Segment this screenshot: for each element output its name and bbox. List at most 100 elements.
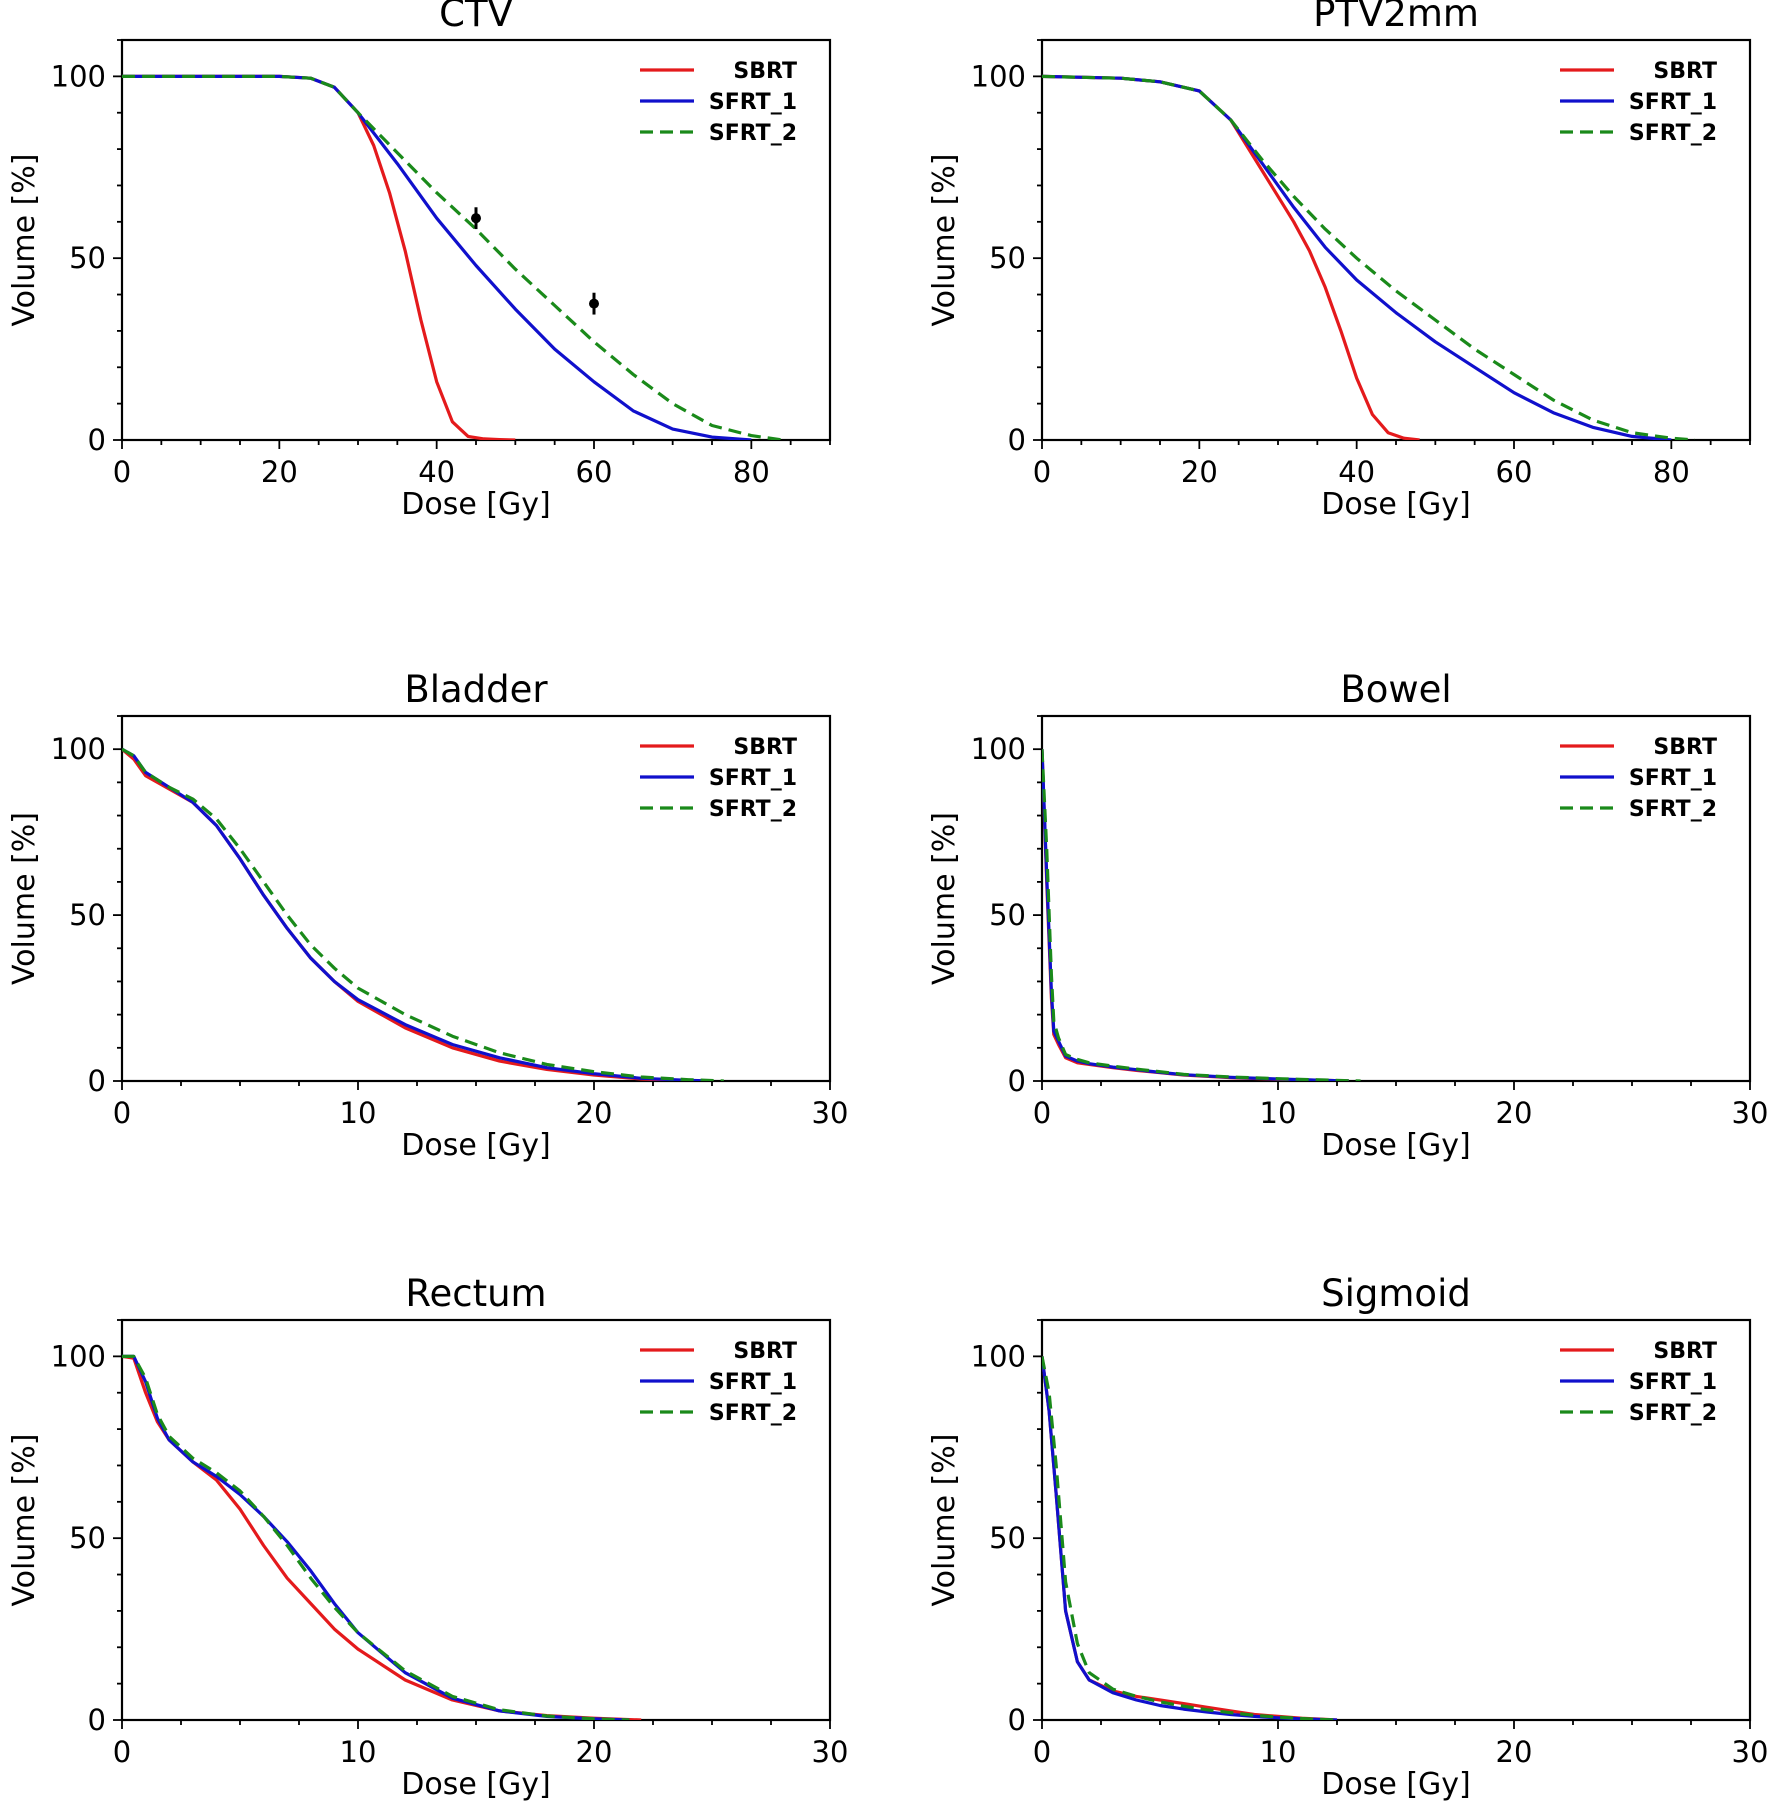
- chart6-sigmoid-x-tick-label: 0: [1033, 1735, 1051, 1769]
- chart4-bowel-legend: SBRT SFRT_1 SFRT_2: [1560, 735, 1717, 822]
- chart4-bowel-x-tick-label: 10: [1260, 1096, 1297, 1130]
- chart1-ctv-x-tick-label: 40: [418, 455, 455, 489]
- chart6-sigmoid-x-axis-label: Dose [Gy]: [1321, 1767, 1471, 1802]
- chart6-sigmoid-series-sbrt: [1042, 1356, 1338, 1720]
- chart2-ptv2mm-x-tick-label: 0: [1033, 455, 1051, 489]
- chart5-rectum-x-tick-label: 0: [113, 1735, 131, 1769]
- chart6-sigmoid: Sigmoid 0 10 20 30 0 50 100 Dose [Gy] Volume [%] S…: [927, 1272, 1768, 1802]
- chart4-bowel-x-tick-label: 20: [1496, 1096, 1533, 1130]
- chart1-ctv-legend-label-sfrt-1: SFRT_1: [709, 90, 797, 115]
- chart2-ptv2mm-x-axis-label: Dose [Gy]: [1321, 487, 1471, 522]
- chart2-ptv2mm-series-sfrt-2: [1042, 74, 1696, 440]
- chart3-bladder-series-sbrt: [122, 747, 689, 1081]
- chart2-ptv2mm-x-tick-label: 40: [1338, 455, 1375, 489]
- chart5-rectum-x-tick-label: 10: [340, 1735, 377, 1769]
- chart6-sigmoid-legend: SBRT SFRT_1 SFRT_2: [1560, 1339, 1717, 1426]
- chart3-bladder-title: Bladder: [404, 668, 548, 711]
- chart1-ctv-legend-label-sbrt: SBRT: [733, 59, 797, 84]
- chart4-bowel-legend-label-sfrt-2: SFRT_2: [1629, 797, 1717, 822]
- chart1-ctv-data-point-marker: [589, 298, 599, 309]
- chart3-bladder-x-tick-label: 0: [113, 1096, 131, 1130]
- chart1-ctv-x-tick-label: 80: [733, 455, 770, 489]
- chart1-ctv-y-tick-label: 50: [69, 241, 106, 275]
- chart3-bladder-legend-label-sfrt-2: SFRT_2: [709, 797, 797, 822]
- chart4-bowel-y-tick-label: 0: [1008, 1064, 1026, 1098]
- chart1-ctv-y-tick-label: 0: [88, 423, 106, 457]
- chart3-bladder-x-tick-label: 10: [340, 1096, 377, 1130]
- chart5-rectum-x-tick-label: 30: [812, 1735, 849, 1769]
- chart1-ctv: CTV 0 20 40 60 80 0 50 100 Dose [Gy] Volume [%] SBR…: [7, 0, 832, 522]
- chart5-rectum-y-tick-label: 0: [88, 1703, 106, 1737]
- chart1-ctv-x-axis-label: Dose [Gy]: [401, 487, 551, 522]
- chart6-sigmoid-series-sfrt-1: [1042, 1356, 1338, 1720]
- chart1-ctv-x-tick-label: 20: [261, 455, 298, 489]
- chart1-ctv-legend: SBRT SFRT_1 SFRT_2: [640, 59, 797, 146]
- chart4-bowel-legend-label-sbrt: SBRT: [1653, 735, 1717, 760]
- chart2-ptv2mm-x-tick-label: 20: [1181, 455, 1218, 489]
- chart2-ptv2mm: PTV2mm 0 20 40 60 80 0 50 100 Dose [Gy] Volume [%]…: [927, 0, 1752, 522]
- chart2-ptv2mm-legend-label-sfrt-1: SFRT_1: [1629, 90, 1717, 115]
- chart6-sigmoid-x-tick-label: 30: [1732, 1735, 1769, 1769]
- chart5-rectum-legend: SBRT SFRT_1 SFRT_2: [640, 1339, 797, 1426]
- chart5-rectum-series-sbrt: [122, 1354, 642, 1720]
- chart3-bladder-x-axis-label: Dose [Gy]: [401, 1128, 551, 1163]
- chart2-ptv2mm-y-tick-label: 50: [989, 241, 1026, 275]
- chart6-sigmoid-y-tick-label: 50: [989, 1521, 1026, 1555]
- chart6-sigmoid-y-tick-label: 100: [971, 1339, 1026, 1373]
- chart5-rectum-x-tick-label: 20: [576, 1735, 613, 1769]
- chart2-ptv2mm-title: PTV2mm: [1313, 0, 1479, 35]
- chart4-bowel-x-tick-label: 30: [1732, 1096, 1769, 1130]
- chart6-sigmoid-legend-label-sbrt: SBRT: [1653, 1339, 1717, 1364]
- chart4-bowel-x-tick-label: 0: [1033, 1096, 1051, 1130]
- chart5-rectum-legend-label-sfrt-2: SFRT_2: [709, 1401, 797, 1426]
- chart4-bowel: Bowel 0 10 20 30 0 50 100 Dose [Gy] Volume [%] SBR…: [927, 668, 1768, 1163]
- chart2-ptv2mm-legend-label-sbrt: SBRT: [1653, 59, 1717, 84]
- chart5-rectum-series-sfrt-1: [122, 1354, 630, 1720]
- chart4-bowel-x-axis-label: Dose [Gy]: [1321, 1128, 1471, 1163]
- chart4-bowel-series-sfrt-1: [1042, 749, 1349, 1081]
- chart5-rectum-series-sfrt-2: [122, 1354, 630, 1720]
- chart1-ctv-series-sbrt: [122, 74, 516, 440]
- chart3-bladder-y-axis-label: Volume [%]: [7, 812, 42, 985]
- chart5-rectum-title: Rectum: [405, 1272, 546, 1315]
- chart2-ptv2mm-y-tick-label: 100: [971, 59, 1026, 93]
- chart5-rectum: Rectum 0 10 20 30 0 50 100 Dose [Gy] Volume [%] SB…: [7, 1272, 848, 1802]
- chart3-bladder-legend-label-sfrt-1: SFRT_1: [709, 766, 797, 791]
- chart5-rectum-y-tick-label: 50: [69, 1521, 106, 1555]
- chart3-bladder-series-sfrt-1: [122, 747, 713, 1081]
- chart4-bowel-legend-label-sfrt-1: SFRT_1: [1629, 766, 1717, 791]
- chart4-bowel-y-axis-label: Volume [%]: [927, 812, 962, 985]
- chart6-sigmoid-y-tick-label: 0: [1008, 1703, 1026, 1737]
- chart2-ptv2mm-y-axis-label: Volume [%]: [927, 153, 962, 326]
- chart6-sigmoid-legend-label-sfrt-1: SFRT_1: [1629, 1370, 1717, 1395]
- chart2-ptv2mm-x-tick-label: 60: [1496, 455, 1533, 489]
- chart3-bladder-y-tick-label: 100: [51, 732, 106, 766]
- chart4-bowel-title: Bowel: [1340, 668, 1451, 711]
- chart4-bowel-series-sfrt-2: [1042, 749, 1361, 1081]
- chart5-rectum-y-tick-label: 100: [51, 1339, 106, 1373]
- chart1-ctv-title: CTV: [439, 0, 513, 35]
- chart5-rectum-legend-label-sfrt-1: SFRT_1: [709, 1370, 797, 1395]
- chart4-bowel-y-tick-label: 50: [989, 898, 1026, 932]
- chart5-rectum-y-axis-label: Volume [%]: [7, 1433, 42, 1606]
- chart1-ctv-x-tick-label: 0: [113, 455, 131, 489]
- chart6-sigmoid-x-tick-label: 20: [1496, 1735, 1533, 1769]
- chart2-ptv2mm-series-sbrt: [1042, 74, 1420, 440]
- chart3-bladder-x-tick-label: 20: [576, 1096, 613, 1130]
- chart1-ctv-series-sfrt-2: [122, 74, 784, 440]
- chart6-sigmoid-series-sfrt-2: [1042, 1356, 1338, 1720]
- chart1-ctv-y-axis-label: Volume [%]: [7, 153, 42, 326]
- chart1-ctv-series-sfrt-1: [122, 74, 752, 440]
- chart2-ptv2mm-legend-label-sfrt-2: SFRT_2: [1629, 121, 1717, 146]
- chart3-bladder-series-sfrt-2: [122, 747, 724, 1081]
- chart1-ctv-data-point-marker: [471, 213, 481, 224]
- chart1-ctv-legend-label-sfrt-2: SFRT_2: [709, 121, 797, 146]
- chart6-sigmoid-legend-label-sfrt-2: SFRT_2: [1629, 1401, 1717, 1426]
- chart3-bladder-legend-label-sbrt: SBRT: [733, 735, 797, 760]
- chart5-rectum-x-axis-label: Dose [Gy]: [401, 1767, 551, 1802]
- chart3-bladder-x-tick-label: 30: [812, 1096, 849, 1130]
- chart4-bowel-y-tick-label: 100: [971, 732, 1026, 766]
- chart6-sigmoid-x-tick-label: 10: [1260, 1735, 1297, 1769]
- chart6-sigmoid-title: Sigmoid: [1321, 1272, 1471, 1315]
